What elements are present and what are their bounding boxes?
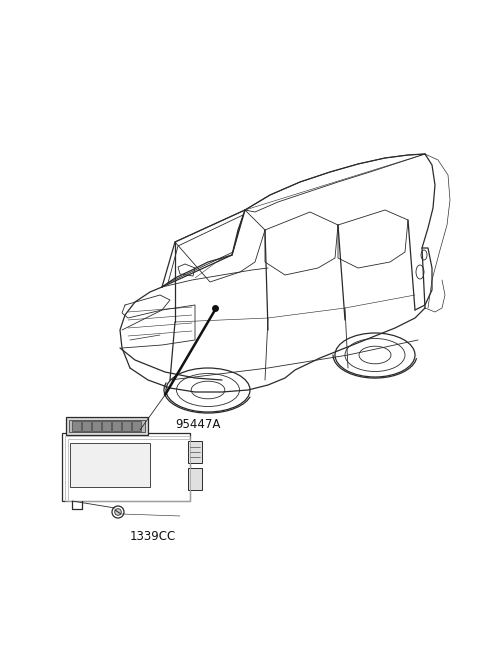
Circle shape: [112, 506, 124, 518]
Ellipse shape: [416, 265, 424, 279]
Ellipse shape: [421, 250, 427, 260]
Bar: [72, 421, 81, 431]
Bar: [69, 420, 145, 432]
Bar: [62, 433, 190, 501]
Ellipse shape: [345, 339, 405, 371]
Bar: [68, 439, 190, 501]
Ellipse shape: [335, 333, 415, 377]
Bar: [92, 421, 100, 431]
Ellipse shape: [177, 373, 240, 407]
Bar: [188, 468, 202, 490]
Text: 95447A: 95447A: [175, 418, 220, 431]
Ellipse shape: [359, 346, 391, 364]
Circle shape: [115, 509, 121, 515]
Bar: [132, 421, 141, 431]
Bar: [102, 421, 110, 431]
Bar: [82, 421, 91, 431]
Bar: [122, 421, 131, 431]
Ellipse shape: [166, 368, 250, 412]
Bar: [66, 417, 148, 435]
Ellipse shape: [191, 381, 225, 399]
Bar: [70, 443, 150, 487]
Text: 1339CC: 1339CC: [130, 530, 176, 543]
Bar: [188, 441, 202, 463]
Bar: [65, 436, 190, 501]
Bar: [112, 421, 120, 431]
